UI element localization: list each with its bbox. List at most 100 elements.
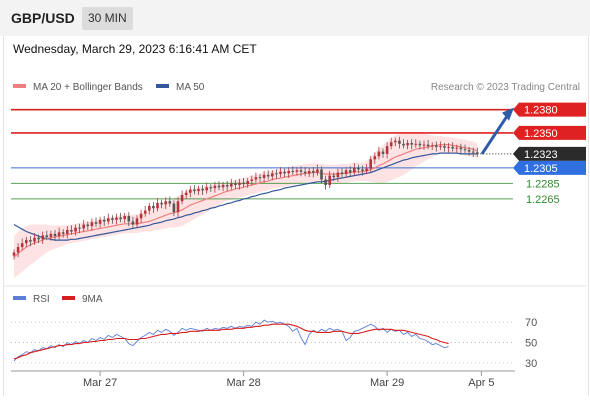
timeframe-button[interactable]: 30 MIN (82, 7, 133, 30)
candle-body (357, 167, 360, 170)
level-label-0: 1.2380 (524, 105, 558, 117)
candle-body (20, 243, 24, 248)
candle-body (353, 167, 356, 173)
candle-body (16, 247, 20, 253)
candle-body (197, 188, 200, 192)
candle-body (283, 171, 286, 174)
candle-body (406, 143, 409, 146)
candle-body (172, 203, 176, 213)
candle-body (418, 143, 422, 146)
candle-body (102, 219, 106, 222)
candle-body (455, 147, 459, 149)
candle-body (115, 217, 118, 220)
candle-body (119, 217, 122, 220)
candle-body (29, 240, 32, 242)
candle-body (381, 151, 385, 154)
candle-body (25, 240, 28, 244)
candle-body (168, 201, 172, 204)
candle-body (176, 201, 180, 213)
candle-body (37, 237, 40, 240)
candle-body (205, 187, 208, 191)
legend-label-0: MA 20 + Bollinger Bands (33, 82, 143, 93)
candle-body (344, 170, 348, 175)
rsi-legend-swatch-0 (13, 296, 26, 300)
candle-body (139, 213, 143, 219)
x-axis-label: Mar 28 (226, 377, 260, 389)
rsi-tick-label: 50 (525, 338, 537, 350)
candle-body (180, 195, 184, 202)
candle-body (476, 152, 479, 154)
candle-body (402, 143, 405, 146)
level-label-1: 1.2350 (524, 128, 558, 140)
candle-body (82, 224, 85, 229)
legend-swatch-0 (13, 84, 26, 88)
candle-body (275, 173, 278, 175)
candle-body (414, 143, 418, 145)
candle-body (107, 218, 110, 222)
candle-body (459, 147, 463, 150)
candle-body (439, 146, 442, 148)
bollinger-band (14, 132, 478, 279)
candle-body (152, 205, 155, 209)
candle-body (184, 192, 188, 196)
candle-body (348, 170, 352, 173)
rsi-legend-label-1: 9MA (82, 294, 103, 305)
rsi-tick-label: 70 (525, 317, 537, 329)
candle-body (467, 150, 471, 152)
candle-body (53, 233, 57, 237)
candle-body (307, 170, 311, 174)
candle-body (287, 170, 290, 174)
candle-body (426, 144, 430, 147)
candle-body (131, 221, 135, 225)
candle-body (262, 174, 266, 178)
candle-body (86, 224, 90, 227)
candle-body (254, 177, 258, 180)
x-axis-label: Mar 27 (83, 377, 117, 389)
candle-body (361, 169, 364, 171)
candle-body (135, 218, 139, 225)
candle-body (385, 146, 389, 154)
chart-timestamp: Wednesday, March 29, 2023 6:16:41 AM CET (13, 42, 257, 56)
candle-body (266, 174, 270, 177)
candle-body (303, 171, 307, 174)
candle-body (156, 202, 159, 209)
candle-body (398, 140, 401, 144)
candle-body (271, 173, 274, 177)
candle-body (463, 149, 467, 151)
level-label-5: 1.2265 (526, 194, 560, 206)
level-label-4: 1.2285 (526, 178, 560, 190)
candle-body (332, 175, 336, 178)
rsi-9ma-line (13, 323, 449, 360)
candle-body (435, 145, 438, 147)
rsi-line (13, 319, 449, 362)
candle-body (61, 232, 65, 234)
candle-body (312, 170, 315, 173)
candle-body (94, 222, 98, 224)
candle-body (299, 170, 303, 172)
projection-arrow-head (502, 107, 514, 121)
candle-body (49, 233, 53, 237)
candle-body (336, 172, 340, 178)
candles-group (12, 136, 479, 260)
candle-body (340, 172, 344, 175)
candle-body (160, 202, 163, 205)
chart-frame (3, 36, 589, 396)
candle-body (164, 201, 167, 205)
candle-body (123, 216, 126, 220)
candle-body (258, 177, 262, 179)
candle-body (217, 185, 221, 188)
candle-body (246, 181, 249, 185)
candle-body (320, 169, 323, 180)
candle-body (250, 179, 254, 182)
candle-body (213, 185, 217, 189)
ma50-line (13, 152, 478, 241)
candle-body (279, 171, 282, 175)
rsi-legend-label-0: RSI (33, 294, 50, 305)
legend-label-1: MA 50 (176, 82, 205, 93)
chart-credit: Research © 2023 Trading Central (431, 82, 580, 93)
candle-body (12, 252, 16, 256)
candle-body (291, 170, 295, 172)
candle-body (225, 184, 229, 187)
currency-pair-title: GBP/USD (11, 10, 75, 26)
